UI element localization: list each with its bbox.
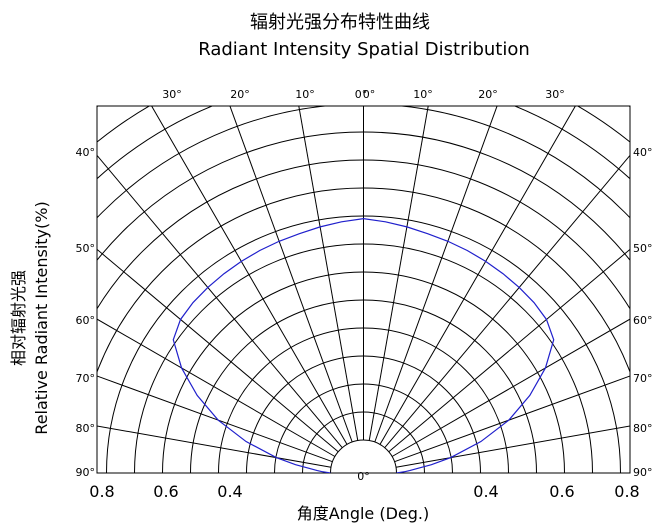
top-angle-label: 10° xyxy=(413,88,433,101)
radial-tick-label: 0.4 xyxy=(217,482,242,501)
grid-arc xyxy=(97,106,630,143)
grid-arc xyxy=(97,159,630,310)
chart-title: 辐射光强分布特性曲线 xyxy=(250,12,430,33)
grid-arc xyxy=(97,131,630,262)
polar-grid xyxy=(96,105,631,474)
grid-arc xyxy=(97,106,630,219)
plot-frame xyxy=(96,105,631,474)
grid-spoke xyxy=(298,106,359,441)
top-angle-label: 30° xyxy=(545,88,565,101)
grid-spoke xyxy=(379,106,576,445)
grid-spoke xyxy=(97,318,336,457)
radial-tick-label: 0.8 xyxy=(89,482,114,501)
left-angle-label: 70° xyxy=(76,372,96,385)
right-angle-label: 70° xyxy=(633,372,653,385)
left-angle-label: 50° xyxy=(76,242,96,255)
grid-spoke xyxy=(388,248,630,453)
x-axis-label: 角度Angle (Deg.) xyxy=(297,504,430,523)
grid-spoke xyxy=(394,375,630,463)
radial-tick-label: 0.8 xyxy=(614,482,639,501)
top-angle-label: 20° xyxy=(230,88,250,101)
radial-tick-label: 0.6 xyxy=(549,482,574,501)
radial-tick-label: 0.4 xyxy=(473,482,498,501)
left-angle-label: 40° xyxy=(76,146,96,159)
right-angle-label: 90° xyxy=(633,466,653,479)
left-angle-label: 90° xyxy=(76,466,96,479)
grid-spoke xyxy=(374,106,498,443)
grid-spoke xyxy=(395,425,630,468)
grid-spoke xyxy=(391,318,630,457)
grid-spoke xyxy=(97,375,333,463)
tick-labels: 30° 20° 10° 0°0° 10° 20° 30°40°50°60°70°80°90°… xyxy=(76,88,653,501)
grid-spoke xyxy=(368,106,429,441)
y-axis-label-en: Relative Radiant Intensity(%) xyxy=(32,201,51,434)
left-angle-label: 60° xyxy=(76,314,96,327)
y-axis-label-cn: 相对辐射光强 xyxy=(9,270,28,366)
center-angle-label: 0° xyxy=(357,470,370,483)
grid-spoke xyxy=(384,154,630,449)
grid-spoke xyxy=(151,106,348,445)
left-angle-label: 80° xyxy=(76,422,96,435)
grid-spoke xyxy=(97,248,339,453)
right-angle-label: 60° xyxy=(633,314,653,327)
grid-spoke xyxy=(229,106,353,443)
top-angle-label: 0° xyxy=(363,88,376,101)
top-angle-label: 0° xyxy=(355,88,368,101)
right-angle-label: 40° xyxy=(633,146,653,159)
radial-tick-label: 0.6 xyxy=(153,482,178,501)
top-angle-label: 20° xyxy=(478,88,498,101)
top-angle-label: 30° xyxy=(162,88,182,101)
series-layer xyxy=(172,218,555,473)
right-angle-label: 50° xyxy=(633,242,653,255)
series-line xyxy=(172,218,555,473)
chart-subtitle: Radiant Intensity Spatial Distribution xyxy=(198,39,530,60)
grid-spoke xyxy=(97,425,332,468)
grid-spoke xyxy=(97,154,343,449)
top-angle-label: 10° xyxy=(295,88,315,101)
right-angle-label: 80° xyxy=(633,422,653,435)
